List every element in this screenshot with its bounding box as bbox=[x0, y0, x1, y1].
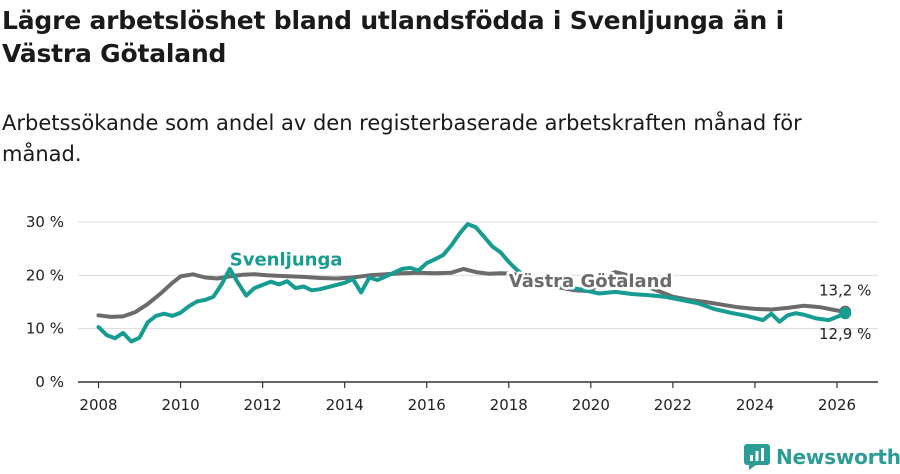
x-tick-label: 2016 bbox=[408, 396, 446, 414]
x-tick-label: 2022 bbox=[654, 396, 692, 414]
newsworthy-logo-icon bbox=[744, 444, 770, 470]
y-axis: 0 % 10 % 20 % 30 % bbox=[26, 213, 64, 391]
x-tick-label: 2010 bbox=[161, 396, 199, 414]
gridlines bbox=[78, 221, 878, 330]
x-tick-label: 2012 bbox=[244, 396, 282, 414]
series-line-svenljunga bbox=[96, 222, 848, 344]
series-name-label: Västra Götaland bbox=[509, 271, 673, 292]
series-end-point bbox=[839, 307, 852, 320]
x-tick-label: 2014 bbox=[326, 396, 364, 414]
x-tick-label: 2020 bbox=[572, 396, 610, 414]
chart-title: Lägre arbetslöshet bland utlandsfödda i … bbox=[2, 6, 784, 68]
y-tick-label: 30 % bbox=[26, 213, 64, 231]
chart-subtitle: Arbetssökande som andel av den registerb… bbox=[2, 111, 802, 166]
series-layer bbox=[96, 222, 852, 344]
x-tick-label: 2018 bbox=[490, 396, 528, 414]
x-axis: 2008 2010 2012 2014 2016 2018 2020 2022 2024 2026 bbox=[79, 382, 856, 414]
brand-logo[interactable]: Newsworthy bbox=[744, 442, 900, 472]
series-labels: Västra Götaland 13,2 % Svenljunga 12,9 % bbox=[227, 247, 871, 343]
series-name-label: Svenljunga bbox=[230, 250, 343, 271]
x-tick-label: 2008 bbox=[79, 396, 117, 414]
brand-name: Newsworthy bbox=[776, 445, 900, 469]
series-end-value-label: 12,9 % bbox=[819, 325, 871, 343]
x-tick-label: 2024 bbox=[736, 396, 774, 414]
series-line-vastra-gotaland bbox=[96, 266, 848, 319]
y-tick-label: 20 % bbox=[26, 266, 64, 284]
y-tick-label: 0 % bbox=[35, 373, 64, 391]
x-tick-label: 2026 bbox=[818, 396, 856, 414]
series-end-value-label: 13,2 % bbox=[819, 282, 871, 300]
y-tick-label: 10 % bbox=[26, 320, 64, 338]
